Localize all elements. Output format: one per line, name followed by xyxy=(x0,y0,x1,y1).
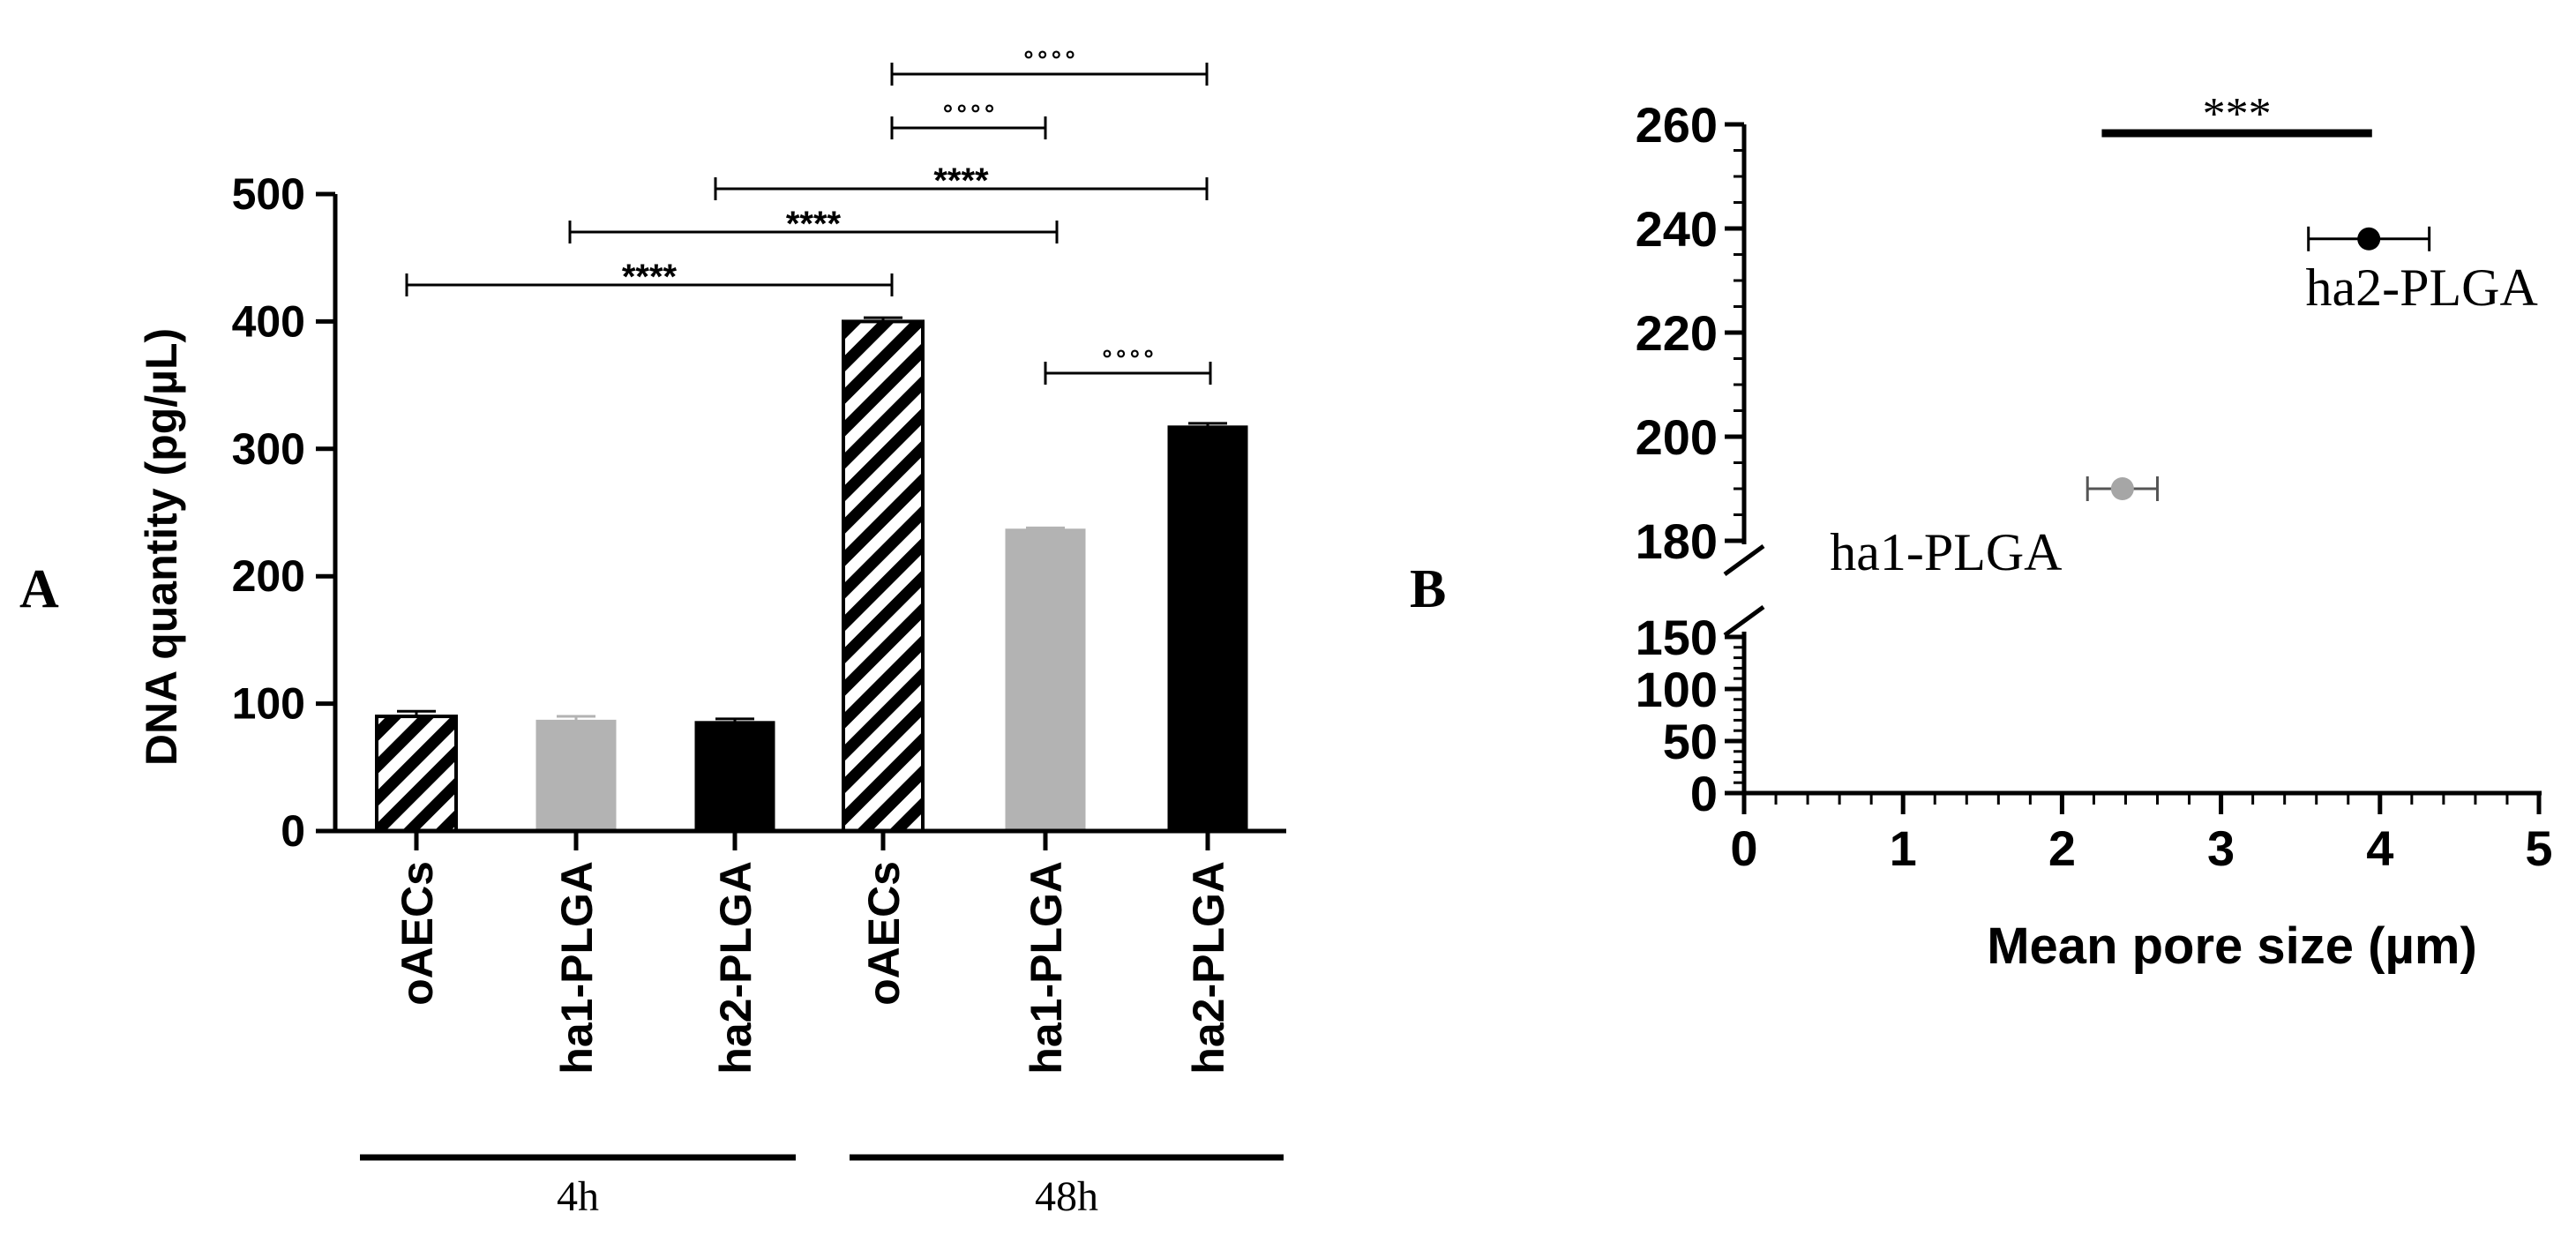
y-tick-label: 100 xyxy=(1636,662,1718,717)
group-label: 4h xyxy=(557,1173,599,1220)
axes xyxy=(1723,122,2542,814)
bar xyxy=(694,721,775,832)
points: ha1-PLGA ha2-PLGA xyxy=(1830,226,2538,581)
y-tick-label: 400 xyxy=(232,296,305,346)
significance-label: **** xyxy=(786,205,842,243)
data-point xyxy=(2110,477,2134,500)
bar xyxy=(1167,425,1248,832)
x-tick-label: 2 xyxy=(2048,820,2076,876)
y-tick-label: 500 xyxy=(232,169,305,219)
category-label: ha1-PLGA xyxy=(552,861,602,1075)
x-tick-label: 0 xyxy=(1730,820,1757,876)
significance-bar: *** xyxy=(2101,89,2372,139)
category-label: oAECs xyxy=(393,861,442,1006)
panel-label-a: A xyxy=(19,559,59,619)
x-tick-labels: oAECs ha1-PLGA ha2-PLGA oAECs ha1-PLGA ha2-PL… xyxy=(393,861,1233,1075)
x-tick-label: 1 xyxy=(1890,820,1917,876)
x-tick-label: 3 xyxy=(2207,820,2235,876)
group-brackets: 4h 48h xyxy=(360,1154,1284,1220)
axis-break-mark xyxy=(1723,543,1765,577)
y-tick-label: 100 xyxy=(232,679,305,729)
y-tick-label: 260 xyxy=(1636,97,1718,153)
y-tick-label: 240 xyxy=(1636,201,1718,257)
y-tick-label: 50 xyxy=(1663,714,1718,769)
y-tick-label: 200 xyxy=(232,551,305,601)
x-axis-label: Mean pore size (µm) xyxy=(1987,917,2477,975)
bar xyxy=(535,719,617,832)
axis-break-mark xyxy=(1723,604,1765,638)
y-tick-label: 0 xyxy=(281,806,305,856)
axes xyxy=(316,191,1286,850)
point-label: ha1-PLGA xyxy=(1830,523,2062,581)
y-tick-label: 220 xyxy=(1636,305,1718,361)
y-tick-label: 200 xyxy=(1636,409,1718,465)
y-tick-labels: 0 100 200 300 400 500 xyxy=(232,169,305,856)
significance-label: *** xyxy=(2203,89,2272,139)
significance-label: ∘∘∘∘ xyxy=(941,92,997,124)
bar xyxy=(842,319,925,833)
data-point xyxy=(2357,227,2381,251)
x-tick-label: 4 xyxy=(2366,820,2393,876)
group-label: 48h xyxy=(1035,1173,1098,1220)
bars xyxy=(375,319,1248,833)
point-label: ha2-PLGA xyxy=(2306,258,2538,317)
bar xyxy=(375,715,458,833)
bar xyxy=(1005,528,1086,832)
y-tick-label: 300 xyxy=(232,424,305,474)
significance-brackets: ∘∘∘∘ ∘∘∘∘ **** **** **** ∘∘∘∘ xyxy=(405,38,1212,385)
significance-label: **** xyxy=(933,161,989,200)
significance-label: ∘∘∘∘ xyxy=(1022,38,1077,70)
error-bars xyxy=(397,316,1227,722)
y-tick-label: 180 xyxy=(1636,513,1718,569)
y-tick-label: 0 xyxy=(1690,766,1718,821)
bar-chart-panel-a: DNA quantity (pg/µL) 0 100 200 300 400 500 oA… xyxy=(137,38,1286,1220)
category-label: ha2-PLGA xyxy=(1184,861,1233,1075)
x-tick-label: 5 xyxy=(2525,820,2552,876)
y-tick-label: 150 xyxy=(1636,610,1718,665)
significance-label: ∘∘∘∘ xyxy=(1100,337,1156,369)
category-label: ha1-PLGA xyxy=(1022,861,1071,1075)
category-label: ha2-PLGA xyxy=(711,861,760,1075)
y-axis-label: DNA quantity (pg/µL) xyxy=(137,328,186,766)
significance-label: **** xyxy=(622,258,678,296)
panel-label-b: B xyxy=(1410,559,1446,619)
category-label: oAECs xyxy=(859,861,909,1006)
x-tick-labels: 0 1 2 3 4 5 xyxy=(1730,820,2552,876)
